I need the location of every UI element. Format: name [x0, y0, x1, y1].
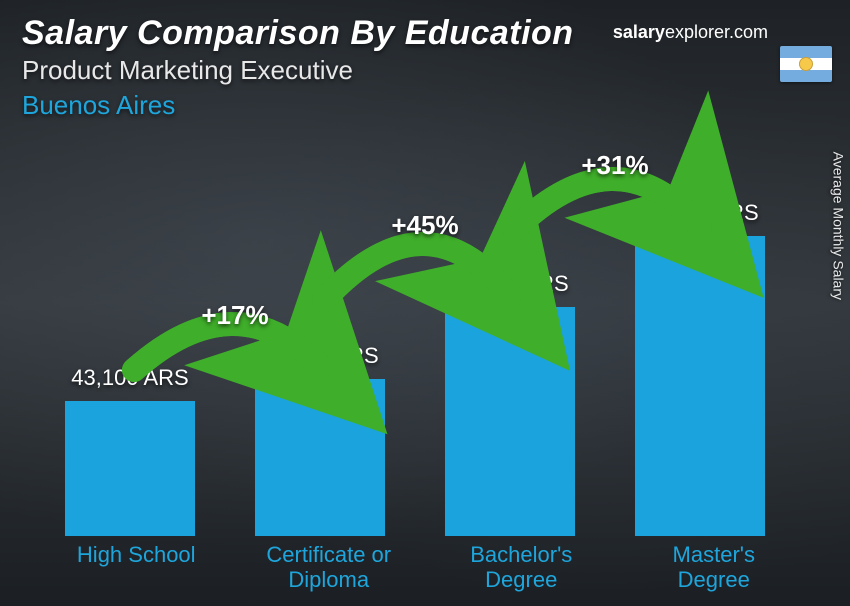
bar-wrap: 43,100 ARS: [55, 365, 205, 536]
flag-argentina-icon: [780, 46, 832, 82]
flag-sun-icon: [800, 58, 812, 70]
header: Salary Comparison By Education Product M…: [22, 14, 574, 121]
bar-value: 50,200 ARS: [261, 343, 378, 369]
x-axis-labels: High School Certificate orDiploma Bachelor…: [40, 542, 810, 598]
brand-rest: explorer.com: [665, 22, 768, 42]
x-axis-label: Bachelor'sDegree: [436, 542, 606, 598]
bar: [635, 236, 765, 536]
x-axis-label: High School: [51, 542, 221, 598]
bar: [255, 379, 385, 536]
bar-value: 43,100 ARS: [71, 365, 188, 391]
y-axis-label: Average Monthly Salary: [830, 152, 846, 300]
page-subtitle: Product Marketing Executive: [22, 55, 574, 86]
bar: [65, 401, 195, 536]
bar-wrap: 73,100 ARS: [435, 271, 585, 536]
bars-container: 43,100 ARS 50,200 ARS 73,100 ARS 95,900 ARS: [40, 150, 790, 536]
flag-stripe-bottom: [780, 70, 832, 82]
brand-bold: salary: [613, 22, 665, 42]
bar-wrap: 50,200 ARS: [245, 343, 395, 536]
bar: [445, 307, 575, 536]
x-axis-label: Certificate orDiploma: [244, 542, 414, 598]
flag-stripe-top: [780, 46, 832, 58]
page-title: Salary Comparison By Education: [22, 14, 574, 53]
bar-wrap: 95,900 ARS: [625, 200, 775, 536]
bar-chart: 43,100 ARS 50,200 ARS 73,100 ARS 95,900 ARS: [40, 150, 810, 536]
bar-value: 73,100 ARS: [451, 271, 568, 297]
x-axis-label: Master'sDegree: [629, 542, 799, 598]
page-location: Buenos Aires: [22, 90, 574, 121]
brand-label: salaryexplorer.com: [613, 22, 768, 43]
bar-value: 95,900 ARS: [641, 200, 758, 226]
